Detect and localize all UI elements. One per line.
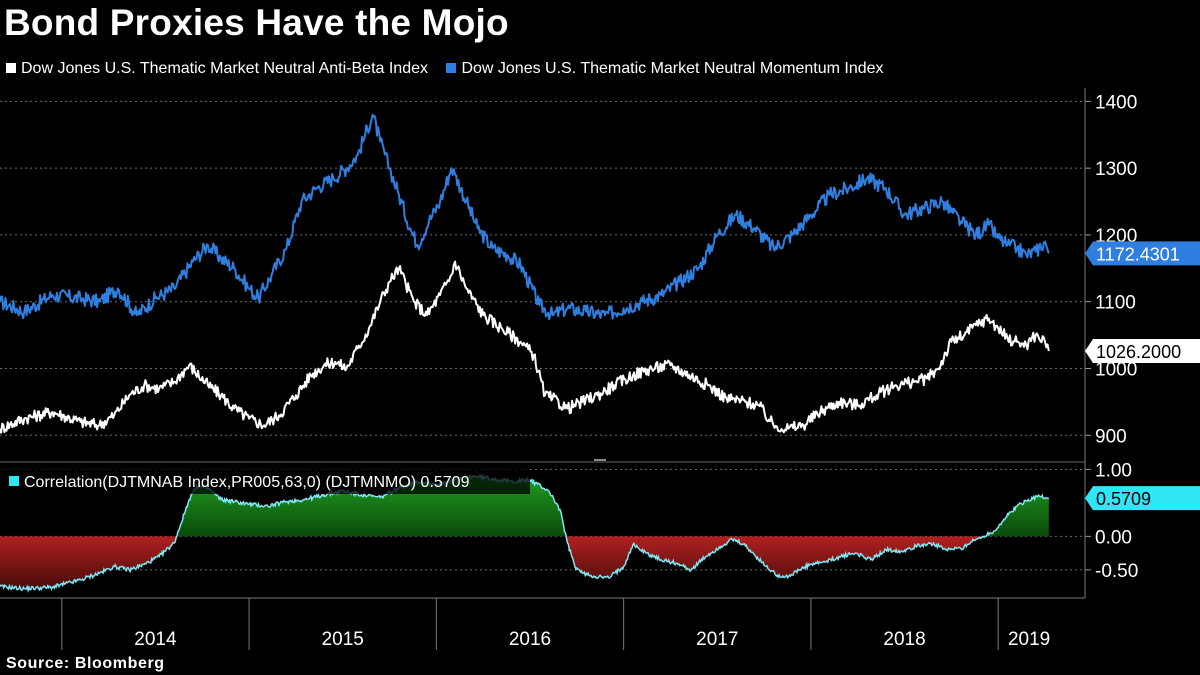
correlation-negative-area: [0, 536, 1049, 591]
x-axis-labels: 2014 2015 2016 2017 2018 2019: [134, 629, 1050, 650]
correlation-legend-label: Correlation(DJTMNAB Index,PR005,63,0) (D…: [24, 474, 470, 491]
momentum-last-value-tag: 1172.4301: [1085, 241, 1200, 266]
tag-label: 1172.4301: [1096, 244, 1180, 264]
x-tick-label: 2014: [134, 629, 177, 650]
x-tick-label: 2015: [322, 629, 364, 650]
legend-item-antibeta: Dow Jones U.S. Thematic Market Neutral A…: [6, 60, 428, 78]
y-tick-label: 1000: [1095, 360, 1137, 381]
x-tick-label: 2019: [1008, 629, 1050, 650]
y-tick-label: 1300: [1095, 159, 1137, 180]
correlation-legend-swatch: [9, 476, 19, 486]
correlation-legend: Correlation(DJTMNAB Index,PR005,63,0) (D…: [0, 468, 530, 494]
antibeta-last-value-tag: 1026.2000: [1085, 339, 1200, 364]
chart-title: Bond Proxies Have the Mojo: [4, 2, 509, 43]
tag-background: [1085, 486, 1200, 511]
y-tick-label: 1100: [1095, 293, 1136, 314]
correlation-last-value-tag: 0.5709: [1085, 486, 1200, 511]
momentum-series-line: [0, 113, 1050, 321]
y-tick-label: 900: [1095, 426, 1127, 447]
tag-label: 1026.2000: [1096, 342, 1181, 362]
upper-gridlines: [0, 100, 1085, 436]
last-value-tags: 1172.4301 1026.2000 0.5709: [1085, 241, 1200, 511]
y-tick-label: 1400: [1095, 92, 1137, 113]
tag-background: [1085, 241, 1200, 266]
legend-label-momentum: Dow Jones U.S. Thematic Market Neutral M…: [461, 60, 884, 77]
chart-legend: Dow Jones U.S. Thematic Market Neutral A…: [6, 60, 898, 78]
legend-swatch-momentum: [446, 63, 457, 73]
correlation-legend-bg: [0, 468, 530, 494]
year-dividers: [61, 598, 999, 650]
tag-label: 0.5709: [1096, 489, 1151, 509]
x-tick-label: 2016: [509, 629, 551, 650]
x-tick-label: 2017: [696, 629, 738, 650]
x-tick-label: 2018: [883, 629, 925, 650]
legend-swatch-antibeta: [6, 63, 16, 73]
y-tick-label-lower: 1.00: [1095, 460, 1132, 481]
y-tick-label-lower: -0.50: [1095, 561, 1138, 582]
legend-item-momentum: Dow Jones U.S. Thematic Market Neutral M…: [446, 60, 884, 78]
legend-label-antibeta: Dow Jones U.S. Thematic Market Neutral A…: [21, 60, 428, 77]
tag-background: [1085, 339, 1200, 364]
correlation-positive-area: [0, 475, 1049, 537]
series-lines: [0, 113, 1050, 434]
antibeta-series-line: [0, 260, 1050, 434]
y-tick-label-lower: 0.00: [1095, 527, 1132, 548]
source-note: Source: Bloomberg: [6, 655, 165, 672]
